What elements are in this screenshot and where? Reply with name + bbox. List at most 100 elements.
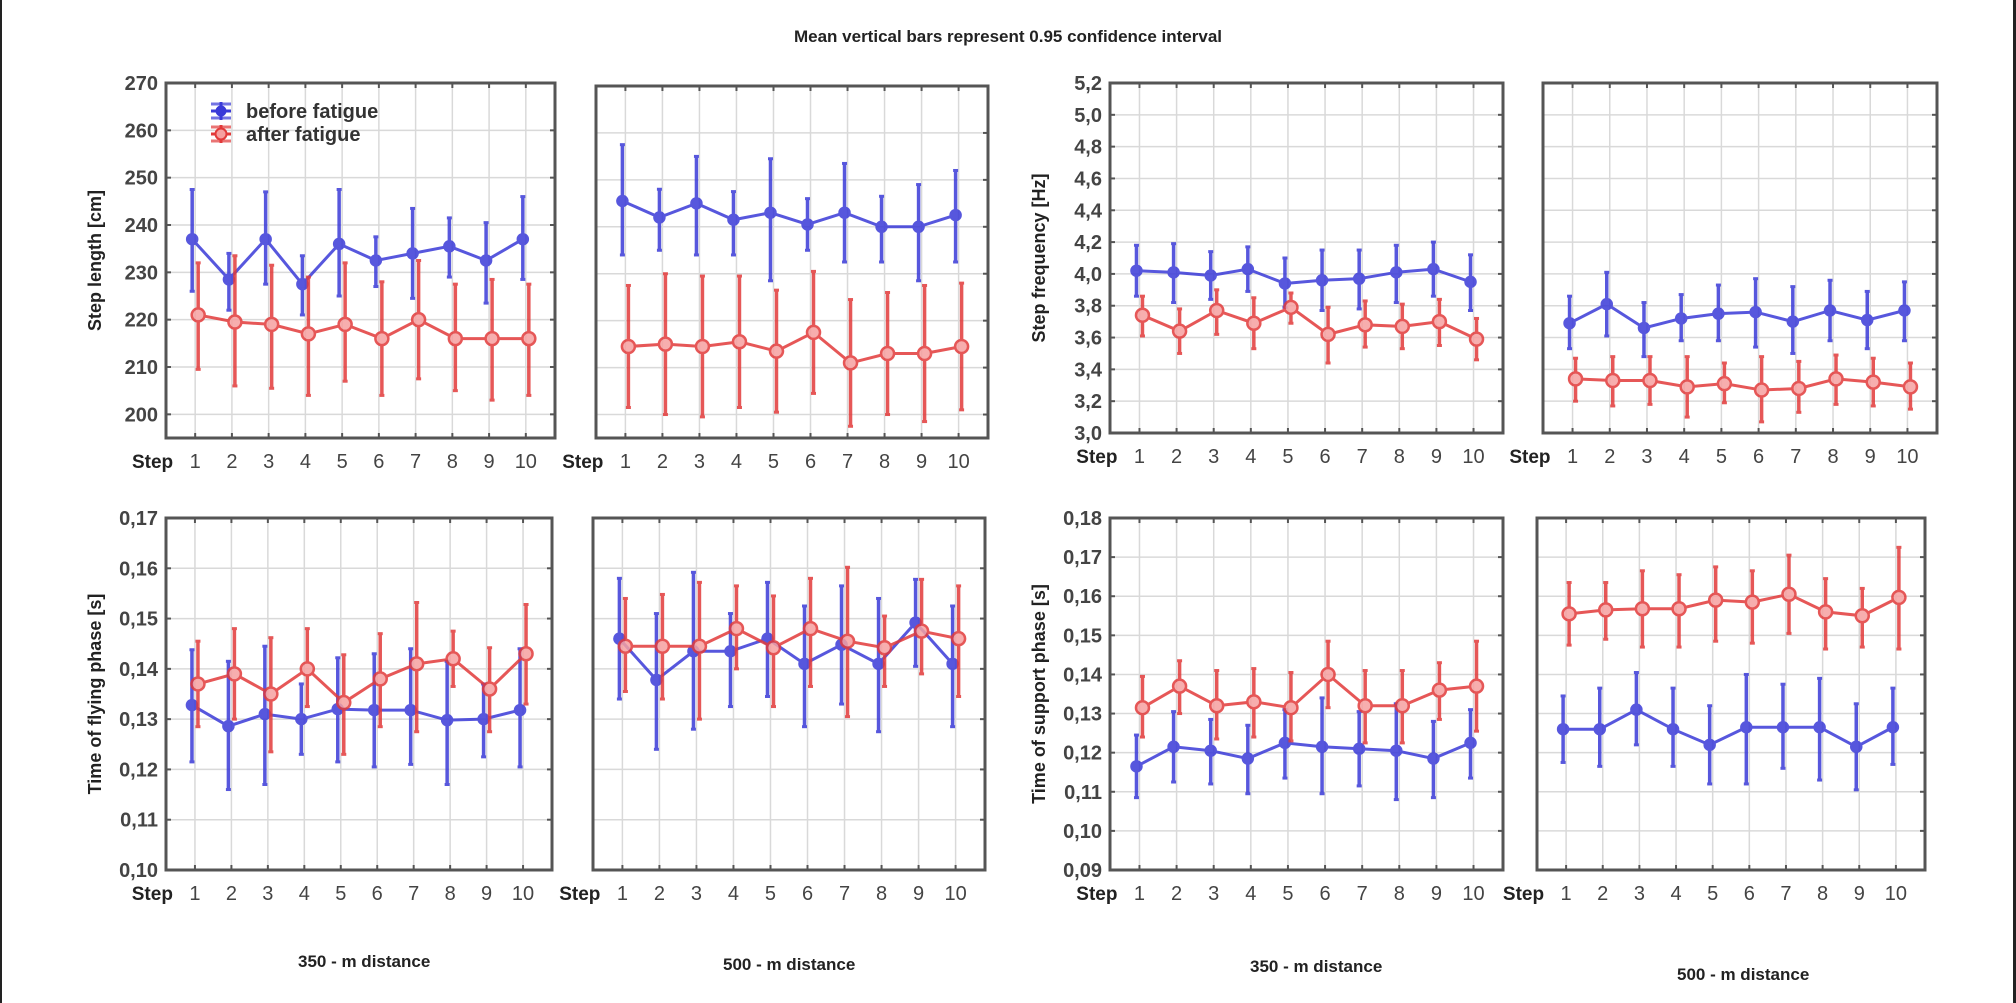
data-point [764, 206, 777, 219]
data-point [842, 355, 859, 371]
y-tick-label: 3,2 [1074, 391, 1102, 413]
data-point [299, 661, 316, 677]
data-point [521, 330, 537, 347]
x-axis-prefix-label: Step [1076, 884, 1117, 905]
y-tick-label: 0,16 [1063, 586, 1102, 608]
data-point [617, 638, 634, 654]
distance-label-500-right: 500 - m distance [1677, 965, 1810, 984]
plot-frame [1535, 516, 1927, 872]
data-point [1246, 694, 1262, 710]
data-point [838, 206, 851, 219]
y-tick-label: 0,14 [1063, 664, 1103, 686]
data-point [295, 712, 308, 726]
plot-frame [1108, 81, 1505, 435]
series-line [1141, 305, 1478, 341]
data-point [1431, 682, 1448, 698]
x-tick-label: 2 [657, 451, 668, 473]
x-tick-label: 3 [1208, 446, 1219, 468]
data-point [691, 638, 708, 654]
panel-support-phase-350: 0,09 0,10 0,11 0,12 0,13 0,14 0,15 0,16 0,17 0,18… [1029, 508, 1505, 905]
x-tick-label: 2 [226, 883, 237, 905]
data-point [953, 338, 970, 355]
y-axis-label: Step frequency [Hz] [1029, 173, 1049, 342]
x-tick-label: 4 [731, 451, 742, 473]
y-tick-label: 3,4 [1074, 359, 1103, 381]
y-tick-label: 4,8 [1074, 137, 1102, 159]
x-tick-label: 8 [447, 451, 458, 473]
x-tick-label: 7 [1790, 446, 1801, 468]
data-point [805, 324, 822, 341]
data-point [1679, 379, 1695, 395]
data-point [1703, 738, 1716, 752]
series-before-fatigue [616, 143, 962, 283]
data-point [1241, 752, 1255, 765]
data-point [1278, 736, 1292, 750]
data-point [1781, 586, 1797, 603]
data-point [1605, 372, 1621, 389]
x-tick-label: 6 [805, 451, 816, 473]
series-before-fatigue [1563, 270, 1911, 359]
data-point [185, 698, 199, 712]
y-tick-label: 5,0 [1074, 105, 1102, 127]
data-point [1208, 697, 1225, 714]
x-tick-label: 6 [1319, 883, 1330, 905]
plot-area [1110, 83, 1503, 433]
x-tick-label: 9 [1431, 883, 1442, 905]
x-tick-label: 7 [408, 883, 419, 905]
data-point [1427, 752, 1440, 765]
data-point [406, 247, 419, 260]
x-tick-label: 7 [1780, 883, 1791, 905]
y-tick-label: 240 [125, 215, 158, 237]
x-tick-label: 8 [445, 883, 456, 905]
data-point [731, 334, 748, 350]
data-point [1352, 742, 1366, 756]
x-tick-label: 10 [512, 883, 534, 905]
x-axis-prefix-label: Step [1076, 447, 1117, 468]
y-tick-label: 220 [125, 310, 158, 332]
plot-area [1537, 518, 1925, 870]
data-point [1208, 302, 1225, 319]
x-tick-label: 9 [484, 451, 495, 473]
x-tick-label: 5 [337, 451, 348, 473]
x-tick-label: 8 [879, 451, 890, 473]
x-tick-label: 7 [1357, 883, 1368, 905]
x-tick-label: 2 [226, 451, 237, 473]
y-tick-label: 3,0 [1074, 423, 1102, 445]
x-tick-label: 4 [1670, 883, 1681, 905]
data-point [802, 620, 819, 637]
x-tick-label: 3 [1641, 446, 1652, 468]
y-tick-label: 250 [125, 168, 158, 190]
data-point [479, 254, 493, 267]
x-tick-label: 5 [1282, 446, 1293, 468]
figure-title: Mean vertical bars represent 0.95 confid… [793, 27, 1223, 46]
data-point [1246, 315, 1262, 331]
data-point [513, 703, 527, 717]
x-tick-label: 2 [1597, 883, 1608, 905]
data-point [369, 254, 383, 267]
x-tick-label: 3 [1634, 883, 1645, 905]
x-tick-label: 3 [262, 883, 273, 905]
data-point [1278, 277, 1292, 290]
x-tick-label: 4 [1245, 446, 1256, 468]
panel-step-frequency-350: 3,0 3,2 3,4 3,6 3,8 4,0 4,2 4,4 4,6 4,8 5,0 5,2 1 2 3 4… [1029, 73, 1505, 468]
data-point [1753, 382, 1770, 398]
image-border-left [0, 0, 2, 1003]
series-after-fatigue [620, 269, 970, 428]
y-tick-label: 260 [125, 120, 158, 142]
plot-frame [594, 84, 990, 440]
data-point [1823, 304, 1837, 317]
x-tick-label: 1 [620, 451, 631, 473]
x-tick-label: 7 [839, 883, 850, 905]
data-point [1204, 269, 1217, 282]
x-tick-label: 4 [300, 451, 311, 473]
data-point [404, 703, 417, 717]
y-tick-label: 0,15 [1063, 625, 1102, 647]
data-point [227, 314, 243, 330]
image-border-right [2013, 0, 2016, 1003]
data-point [484, 330, 500, 347]
data-point [1394, 697, 1411, 714]
x-tick-label: 2 [1171, 446, 1182, 468]
y-axis-label: Time of support phase [s] [1029, 584, 1049, 804]
x-tick-label: 9 [913, 883, 924, 905]
data-point [1666, 722, 1680, 736]
